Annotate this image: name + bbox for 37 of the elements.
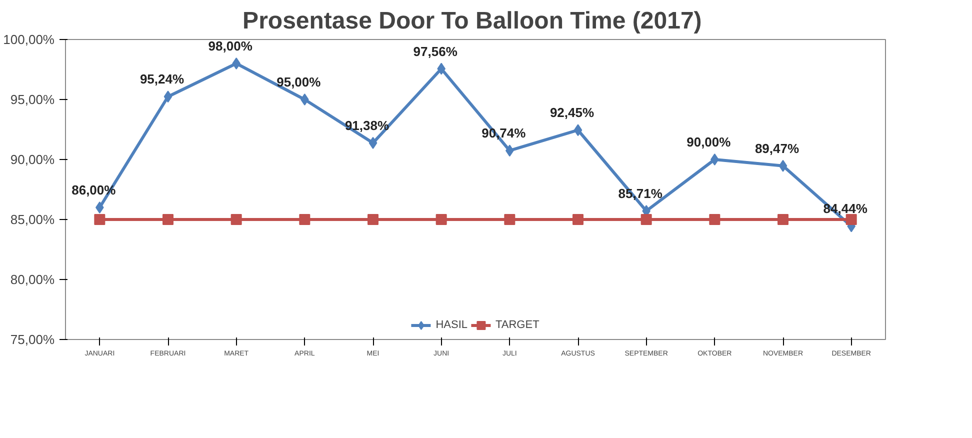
point <box>574 124 582 136</box>
data-label: 90,00% <box>686 134 732 150</box>
point <box>368 136 378 149</box>
point <box>162 214 174 225</box>
point <box>572 214 584 225</box>
data-label: 98,00% <box>208 38 253 54</box>
point <box>230 214 242 225</box>
y-tick-label: 90,00% <box>10 152 55 167</box>
y-tick-label: 95,00% <box>10 92 55 107</box>
point <box>436 214 447 225</box>
y-tick-label: 85,00% <box>10 212 55 227</box>
point <box>710 154 719 166</box>
point <box>299 214 310 225</box>
chart-title: Prosentase Door To Balloon Time (2017) <box>242 8 702 34</box>
legend-label: TARGET <box>496 319 540 331</box>
y-tick-label: 75,00% <box>10 332 55 347</box>
data-label: 95,24% <box>140 72 184 87</box>
legend-label: HASIL <box>436 319 468 331</box>
data-label: 92,45% <box>550 105 594 120</box>
data-label: 91,38% <box>344 118 390 133</box>
data-label: 97,56% <box>413 44 458 59</box>
y-tick-label: 100,00% <box>3 32 55 47</box>
data-label: 89,47% <box>754 140 800 156</box>
point <box>846 214 857 225</box>
point <box>640 214 652 225</box>
point <box>232 58 240 70</box>
point <box>300 94 309 106</box>
y-tick-label: 80,00% <box>10 272 55 287</box>
point <box>709 214 720 225</box>
data-label: 95,00% <box>276 74 322 90</box>
point <box>96 202 104 214</box>
point <box>94 214 106 225</box>
point <box>368 214 378 225</box>
point <box>164 90 172 103</box>
point <box>504 214 516 225</box>
point <box>778 214 788 225</box>
point <box>778 160 788 172</box>
